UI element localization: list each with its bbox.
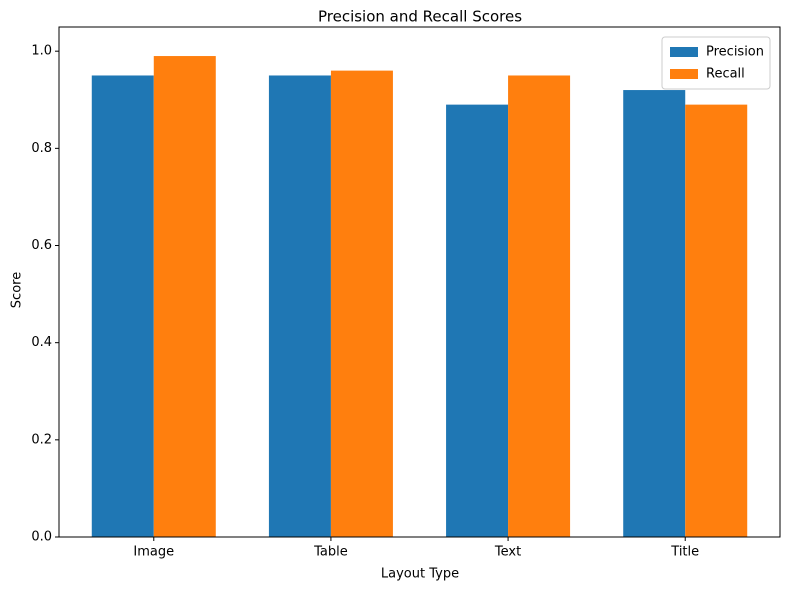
x-tick-label: Table [313, 545, 348, 560]
bar [508, 75, 571, 537]
y-tick-label: 1.0 [31, 44, 52, 59]
y-tick-label: 0.4 [31, 335, 52, 350]
y-tick-label: 0.8 [31, 141, 52, 156]
bar [446, 104, 509, 538]
bar [623, 90, 686, 537]
legend-swatch [670, 69, 698, 79]
x-tick-label: Text [494, 545, 521, 560]
bar [685, 104, 748, 538]
x-tick-label: Image [133, 545, 174, 560]
bar [153, 56, 216, 538]
legend-label: Precision [706, 45, 764, 60]
bar [268, 75, 331, 537]
y-axis-label: Score [10, 272, 25, 308]
y-tick-label: 0.2 [31, 432, 52, 447]
legend-swatch [670, 47, 698, 57]
x-tick-label: Title [670, 545, 699, 560]
x-axis-label: Layout Type [381, 567, 459, 582]
plot-frame [58, 26, 781, 538]
y-tick-label: 0.6 [31, 238, 52, 253]
y-tick-label: 0.0 [31, 530, 52, 545]
bar [330, 70, 393, 537]
bar [91, 75, 154, 537]
legend-label: Recall [706, 67, 745, 82]
chart-title: Precision and Recall Scores [318, 8, 522, 26]
